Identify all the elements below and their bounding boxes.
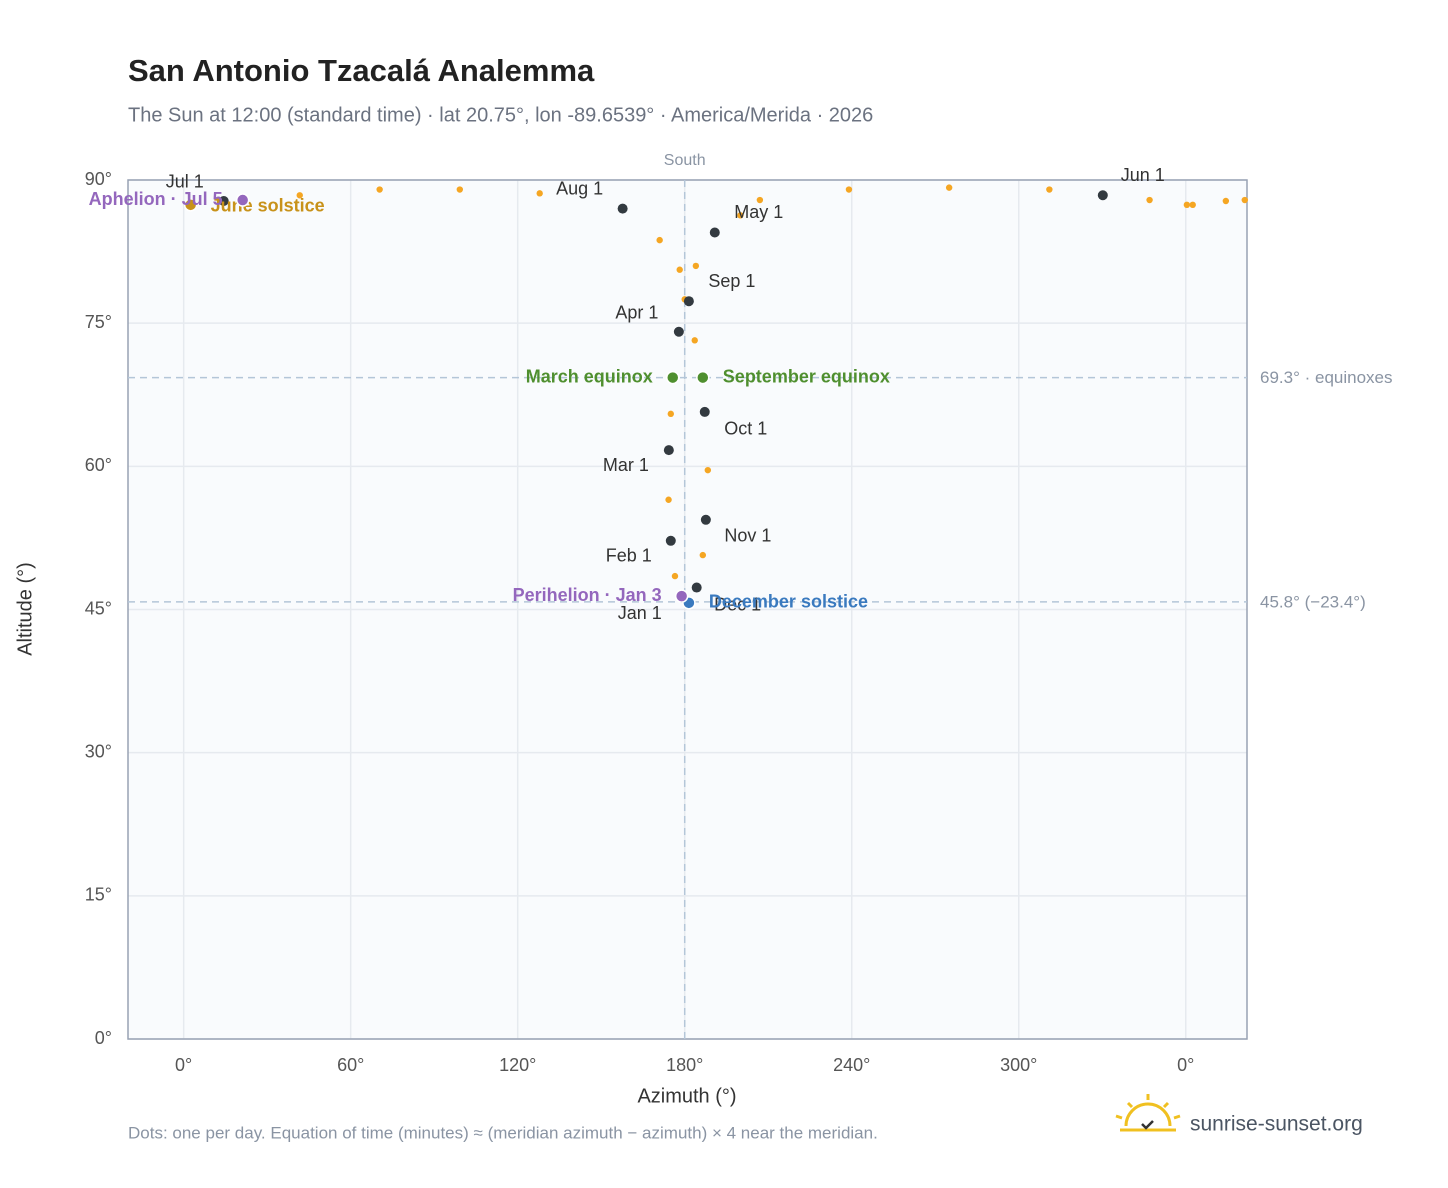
sun-dot — [692, 262, 700, 270]
month-marker — [709, 227, 720, 238]
x-tick-label: 180° — [666, 1055, 703, 1075]
x-tick-label: 60° — [337, 1055, 364, 1075]
month-label: Jan 1 — [618, 603, 662, 623]
month-label: May 1 — [734, 202, 783, 222]
sun-dot — [376, 186, 383, 193]
month-marker — [665, 535, 676, 546]
event-label: March equinox — [526, 366, 653, 386]
chart-subtitle: The Sun at 12:00 (standard time) · lat 2… — [128, 104, 873, 126]
month-label: Apr 1 — [615, 303, 658, 323]
brand-name: sunrise-sunset.org — [1190, 1113, 1363, 1136]
reference-label: 45.8° (−23.4°) — [1260, 592, 1366, 611]
x-tick-label: 300° — [1000, 1055, 1037, 1075]
month-label: Nov 1 — [724, 526, 771, 546]
x-tick-label: 0° — [1177, 1055, 1194, 1075]
sun-dot — [756, 196, 764, 204]
month-marker — [218, 195, 229, 206]
sun-dot — [536, 190, 543, 197]
event-marker — [235, 193, 250, 207]
month-marker — [700, 514, 711, 525]
month-marker — [673, 326, 684, 337]
month-label: Aug 1 — [556, 178, 603, 198]
y-tick-label: 45° — [85, 598, 112, 618]
month-label: Mar 1 — [603, 455, 649, 475]
sun-dot — [676, 266, 683, 273]
x-tick-label: 120° — [499, 1055, 536, 1075]
y-tick-label: 30° — [85, 741, 112, 761]
month-marker — [1097, 190, 1108, 201]
x-tick-label: 240° — [833, 1055, 870, 1075]
y-tick-label: 60° — [85, 455, 112, 475]
x-axis-label: Azimuth (°) — [637, 1085, 736, 1107]
month-marker — [699, 406, 710, 417]
month-marker — [691, 582, 702, 593]
sun-dot — [1241, 196, 1248, 204]
reference-label: 69.3° · equinoxes — [1260, 368, 1393, 387]
sun-dot — [667, 410, 674, 418]
y-axis-label: Altitude (°) — [14, 562, 36, 656]
month-label: Jun 1 — [1121, 165, 1165, 185]
event-marker — [696, 370, 710, 385]
sun-dot — [1146, 196, 1153, 204]
y-tick-label: 15° — [85, 885, 112, 905]
sun-dot — [665, 496, 672, 503]
sun-dot — [1183, 201, 1191, 209]
event-marker — [665, 370, 680, 385]
sun-dot — [1046, 186, 1053, 193]
event-marker — [183, 198, 198, 212]
month-label: Oct 1 — [724, 419, 767, 439]
sun-dot — [1189, 201, 1196, 209]
sun-dot — [699, 551, 707, 559]
month-marker — [683, 296, 694, 307]
sun-dot — [737, 212, 744, 219]
event-label: Perihelion · Jan 3 — [513, 585, 662, 605]
footnote: Dots: one per day. Equation of time (min… — [128, 1123, 878, 1142]
x-tick-label: 0° — [175, 1055, 192, 1075]
event-label: September equinox — [723, 366, 890, 386]
chart-title: San Antonio Tzacalá Analemma — [128, 53, 595, 88]
sun-dot — [656, 236, 663, 244]
event-marker — [674, 589, 689, 603]
month-marker — [663, 445, 674, 456]
reference-label: South — [664, 152, 706, 169]
sun-dot — [296, 192, 303, 199]
sun-dot — [704, 466, 712, 474]
y-tick-label: 90° — [85, 169, 112, 189]
month-label: Dec 1 — [714, 594, 761, 614]
event-label: Aphelion · Jul 5 — [89, 189, 223, 209]
plot-frame — [127, 179, 1248, 1040]
sun-dot — [945, 184, 953, 191]
sun-dot — [671, 572, 679, 580]
sun-dot — [845, 186, 853, 193]
sun-dot — [691, 337, 698, 344]
month-marker — [617, 203, 628, 214]
sun-dot — [456, 186, 464, 193]
month-label: Feb 1 — [606, 546, 652, 566]
event-label: June solstice — [211, 196, 325, 216]
y-tick-label: 75° — [85, 312, 112, 332]
event-label: December solstice — [709, 592, 868, 612]
y-tick-label: 0° — [95, 1028, 112, 1048]
brand-logo — [1115, 1094, 1181, 1132]
month-label: Sep 1 — [708, 271, 755, 291]
sun-dot — [1222, 197, 1230, 205]
month-label: Jul 1 — [166, 172, 204, 192]
